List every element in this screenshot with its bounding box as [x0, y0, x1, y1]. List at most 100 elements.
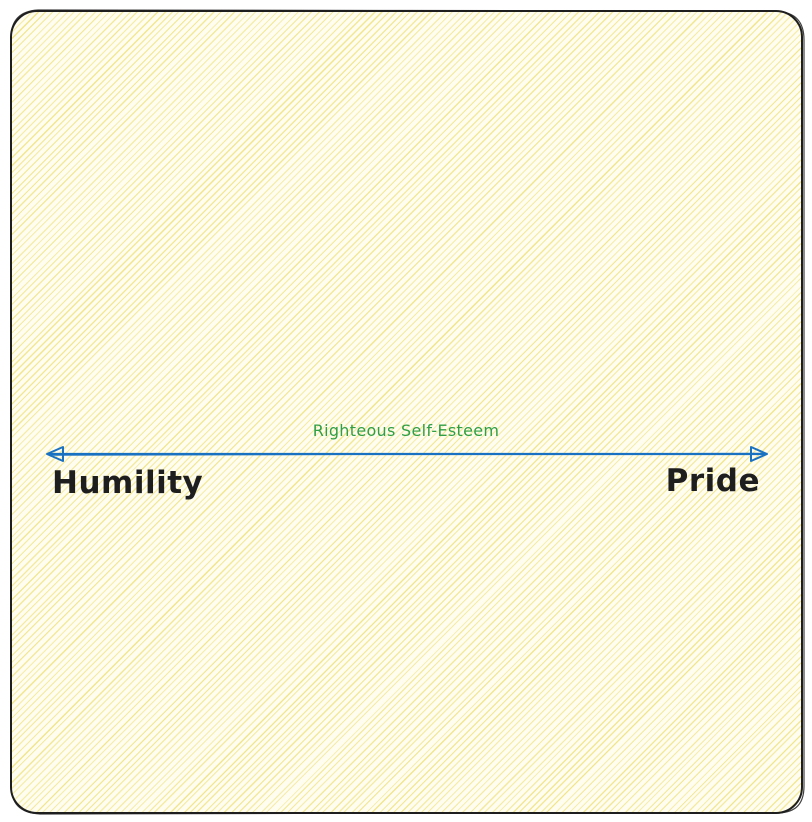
- hatch-line: [11, 11, 696, 813]
- hatch-line: [11, 11, 191, 813]
- hatch-line: [552, 11, 802, 813]
- hatch-line: [96, 11, 802, 813]
- hatch-line: [228, 11, 802, 813]
- hatch-line: [11, 11, 303, 813]
- hatch-line: [11, 11, 346, 813]
- hatch-line: [488, 11, 802, 813]
- hatch-line: [11, 11, 569, 813]
- hatch-line: [439, 11, 802, 813]
- hatch-line: [11, 11, 444, 813]
- hatch-line: [377, 11, 802, 813]
- hatch-line: [391, 11, 802, 813]
- hatch-line: [11, 11, 758, 813]
- hatch-line: [207, 11, 802, 813]
- hatch-line: [200, 11, 802, 813]
- hatch-line: [180, 11, 802, 813]
- hatch-line: [11, 11, 311, 813]
- hatch-line: [460, 11, 802, 813]
- middle-label[interactable]: Righteous Self-Esteem: [313, 421, 500, 440]
- hatch-line: [495, 11, 802, 813]
- hatch-line: [306, 11, 802, 813]
- hatch-line: [545, 11, 802, 813]
- hatch-line: [111, 11, 802, 813]
- hatch-line: [144, 11, 802, 813]
- hatch-line: [18, 11, 802, 813]
- hatch-line: [11, 11, 563, 813]
- hatch-line: [11, 11, 268, 813]
- hatch-line: [11, 11, 290, 813]
- hatch-line: [11, 11, 619, 813]
- hatch-line: [11, 11, 752, 813]
- spectrum-arrow[interactable]: [46, 446, 768, 462]
- hatch-line: [11, 11, 381, 813]
- hatch-line: [222, 11, 802, 813]
- hatch-line: [566, 11, 802, 813]
- hatch-line: [11, 11, 577, 813]
- hatch-line: [11, 11, 556, 813]
- hatch-line: [11, 11, 227, 813]
- hatch-line: [118, 11, 802, 813]
- left-label-humility[interactable]: Humility: [52, 465, 203, 501]
- hatch-line: [11, 11, 731, 813]
- hatch-line: [11, 11, 255, 813]
- hatch-line: [606, 11, 802, 813]
- hatch-line: [482, 11, 802, 813]
- hatch-line: [11, 11, 717, 813]
- hatch-line: [11, 11, 402, 813]
- hatch-line: [174, 11, 802, 813]
- hatch-line: [11, 11, 220, 813]
- hatch-line: [503, 11, 802, 813]
- hatch-line: [370, 11, 802, 813]
- hatch-line: [11, 11, 795, 813]
- hatch-line: [11, 11, 535, 813]
- hatch-line: [11, 11, 374, 813]
- hatch-line: [11, 11, 514, 813]
- hatch-line: [592, 11, 802, 813]
- hatch-line: [138, 11, 802, 813]
- hatch-line: [11, 11, 542, 813]
- hatch-line: [11, 11, 780, 813]
- hatch-line: [39, 11, 802, 813]
- hatch-line: [61, 11, 802, 813]
- hatch-line: [11, 11, 703, 813]
- hatch-line: [635, 11, 802, 813]
- hatch-line: [615, 11, 802, 813]
- hatch-line: [124, 11, 802, 813]
- hatch-line: [321, 11, 802, 813]
- hatch-line: [347, 11, 802, 813]
- hatch-line: [186, 11, 802, 813]
- hatch-line: [11, 11, 681, 813]
- hatch-line: [11, 11, 584, 813]
- hatch-line: [11, 11, 206, 813]
- hatch-line: [11, 11, 212, 813]
- hatch-line: [312, 11, 802, 813]
- hatch-line: [11, 11, 745, 813]
- hatch-line: [11, 11, 262, 813]
- hatch-line: [300, 11, 802, 813]
- hatch-line: [11, 11, 802, 813]
- hatch-line: [530, 11, 802, 813]
- hatch-line: [11, 11, 648, 813]
- hatch-line: [11, 11, 450, 813]
- hatch-line: [242, 11, 802, 813]
- hatch-line: [11, 11, 626, 813]
- hatch-line: [11, 11, 765, 813]
- hatch-line: [11, 11, 324, 813]
- hatch-line: [11, 11, 339, 813]
- hatch-line: [284, 11, 802, 813]
- hatch-line: [11, 11, 297, 813]
- hatch-line: [468, 11, 802, 813]
- right-label-pride[interactable]: Pride: [666, 463, 760, 499]
- hatch-line: [12, 11, 802, 813]
- hatch-line: [153, 11, 802, 813]
- hatch-line: [11, 11, 248, 813]
- hatch-line: [536, 11, 802, 813]
- hatch-line: [523, 11, 802, 813]
- hatch-line: [0, 0, 2, 822]
- hatch-line: [11, 11, 430, 813]
- hatch-line: [474, 11, 802, 813]
